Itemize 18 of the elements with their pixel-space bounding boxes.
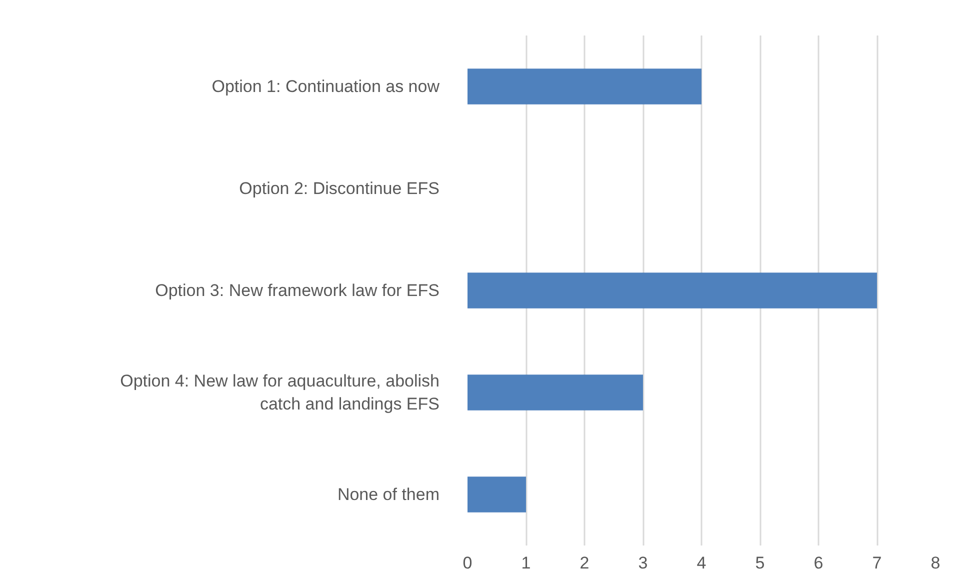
y-tick-label: Option 1: Continuation as now	[212, 77, 440, 96]
bar	[468, 374, 643, 410]
x-tick-label: 3	[638, 554, 648, 572]
x-tick-label: 0	[462, 554, 472, 572]
bar	[468, 272, 877, 308]
x-tick-label: 1	[521, 554, 531, 572]
bar	[468, 476, 526, 512]
y-tick-label: Option 3: New framework law for EFS	[155, 281, 440, 300]
x-tick-label: 6	[814, 554, 824, 572]
x-tick-label: 2	[580, 554, 590, 572]
y-tick-label: None of them	[337, 485, 440, 504]
y-tick-label: Option 2: Discontinue EFS	[239, 179, 440, 198]
x-tick-label: 4	[696, 554, 706, 572]
x-tick-label: 7	[872, 554, 882, 572]
y-tick-label: Option 4: New law for aquaculture, abolish catch and landings EFS	[120, 372, 440, 414]
x-tick-label: 8	[930, 554, 940, 572]
bar	[468, 68, 702, 104]
x-tick-label: 5	[755, 554, 765, 572]
